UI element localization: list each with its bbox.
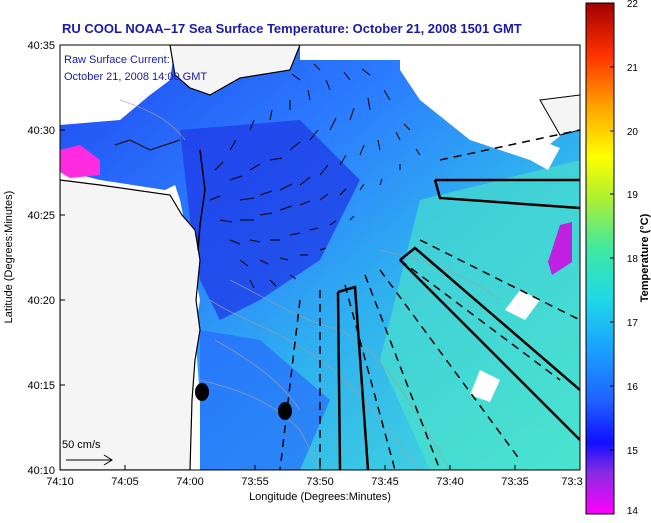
land-northeast xyxy=(539,94,580,136)
y-tick-label: 40:35 xyxy=(27,40,55,52)
sst-cool-south xyxy=(200,330,330,470)
cloud-mask-northeast xyxy=(400,45,580,160)
y-tick-label: 40:20 xyxy=(27,295,55,307)
colorbar-tick-label: 18 xyxy=(627,254,639,265)
cold-patch-west xyxy=(60,145,100,178)
x-tick-label: 74:10 xyxy=(46,476,74,488)
x-axis-label: Longitude (Degrees:Minutes) xyxy=(249,491,391,503)
y-tick-label: 40:25 xyxy=(27,210,55,222)
current-vectors xyxy=(209,63,421,289)
colorbar-label: Temperature (°C) xyxy=(639,213,651,302)
sst-warm-band xyxy=(380,160,580,470)
radial-dashed-lines xyxy=(279,129,580,470)
cold-patch-east xyxy=(548,222,572,275)
x-tick-label: 74:05 xyxy=(111,476,139,488)
y-tick-label: 40:30 xyxy=(27,125,55,137)
colorbar-tick-labels: 22 21 20 19 18 17 16 15 14 xyxy=(627,0,639,517)
colorbar-tick-label: 20 xyxy=(627,127,639,138)
x-tick-label: 73:40 xyxy=(436,476,464,488)
scale-arrow-label: 50 cm/s xyxy=(62,439,101,451)
cloud-mask-east-2 xyxy=(470,370,500,402)
colorbar-tick-label: 17 xyxy=(627,318,639,329)
figure-title: RU COOL NOAA–17 Sea Surface Temperature:… xyxy=(62,21,522,36)
survey-box-north xyxy=(433,178,580,210)
y-axis-label: Latitude (Degrees:Minutes) xyxy=(3,191,15,324)
land-north xyxy=(169,45,301,96)
survey-box-south xyxy=(336,285,370,470)
land-sandy-hook xyxy=(197,149,206,251)
colorbar-ticks xyxy=(610,2,614,515)
sst-cool-region xyxy=(180,120,360,320)
survey-box-south-east xyxy=(399,246,580,441)
land-bay xyxy=(114,139,181,151)
scale-arrow-icon xyxy=(66,454,113,466)
cloud-mask-east-1 xyxy=(505,290,540,320)
colorbar-tick-label: 22 xyxy=(627,0,639,10)
colorbar-tick-label: 21 xyxy=(627,63,639,74)
cloud-mask-north xyxy=(60,45,175,125)
x-tick-label: 74:00 xyxy=(176,476,204,488)
x-tick-label: 73:45 xyxy=(371,476,399,488)
y-tick-label: 40:15 xyxy=(27,380,55,392)
current-label-line2: October 21, 2008 14:00 GMT xyxy=(64,71,207,83)
y-tick-labels: 40:35 40:30 40:25 40:20 40:15 40:10 xyxy=(27,40,55,477)
colorbar xyxy=(585,2,615,515)
y-tick-label: 40:10 xyxy=(27,465,55,477)
colorbar-tick-label: 16 xyxy=(627,382,639,393)
station-marker-2 xyxy=(278,402,292,420)
land-coast xyxy=(60,179,201,470)
cloud-mask-east-3 xyxy=(530,140,560,170)
x-tick-label: 73:55 xyxy=(241,476,269,488)
x-tick-label: 73:50 xyxy=(306,476,334,488)
x-tick-label: 73:35 xyxy=(501,476,529,488)
colorbar-tick-label: 14 xyxy=(627,506,639,517)
axis-ticks xyxy=(59,44,581,471)
x-tick-labels: 74:10 74:05 74:00 73:55 73:50 73:45 73:4… xyxy=(46,476,582,488)
current-label-line1: Raw Surface Current: xyxy=(64,54,170,66)
station-marker-1 xyxy=(195,383,209,401)
map-content xyxy=(60,45,580,470)
colorbar-tick-label: 15 xyxy=(627,446,639,457)
x-tick-label: 73:3 xyxy=(561,476,582,488)
colorbar-tick-label: 19 xyxy=(627,190,639,201)
